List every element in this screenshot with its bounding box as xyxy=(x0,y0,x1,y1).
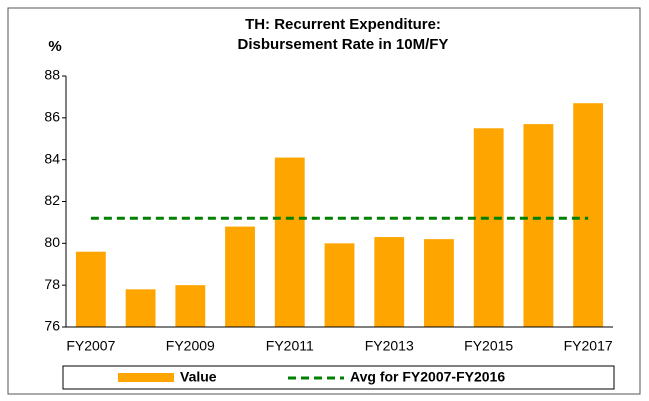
y-tick-label: 76 xyxy=(44,318,60,334)
y-tick-label: 80 xyxy=(44,234,60,250)
x-tick-label: FY2015 xyxy=(464,338,513,354)
bar xyxy=(225,226,255,327)
y-tick-label: 82 xyxy=(44,192,60,208)
legend-swatch xyxy=(118,373,174,382)
bar xyxy=(324,243,355,327)
bar xyxy=(473,128,504,327)
bar xyxy=(573,103,604,327)
bar xyxy=(374,237,405,327)
bar xyxy=(424,239,454,327)
y-axis-label: % xyxy=(48,38,61,55)
legend-label: Avg for FY2007-FY2016 xyxy=(350,369,505,385)
legend-label: Value xyxy=(180,369,217,385)
bar xyxy=(75,251,106,327)
bar xyxy=(125,289,156,327)
chart-title: TH: Recurrent Expenditure: xyxy=(245,16,441,33)
y-tick-label: 84 xyxy=(44,150,60,166)
y-tick-label: 86 xyxy=(44,109,60,125)
bar xyxy=(523,124,554,327)
x-tick-label: FY2013 xyxy=(365,338,414,354)
bar xyxy=(175,285,206,327)
legend-box xyxy=(62,365,615,390)
y-tick-label: 78 xyxy=(44,276,60,292)
bar xyxy=(274,157,305,327)
x-tick-label: FY2007 xyxy=(66,338,115,354)
x-tick-label: FY2017 xyxy=(564,338,613,354)
y-tick-label: 88 xyxy=(44,67,60,83)
x-tick-label: FY2011 xyxy=(266,338,314,354)
x-tick-label: FY2009 xyxy=(166,338,215,354)
chart-subtitle: Disbursement Rate in 10M/FY xyxy=(238,36,449,53)
